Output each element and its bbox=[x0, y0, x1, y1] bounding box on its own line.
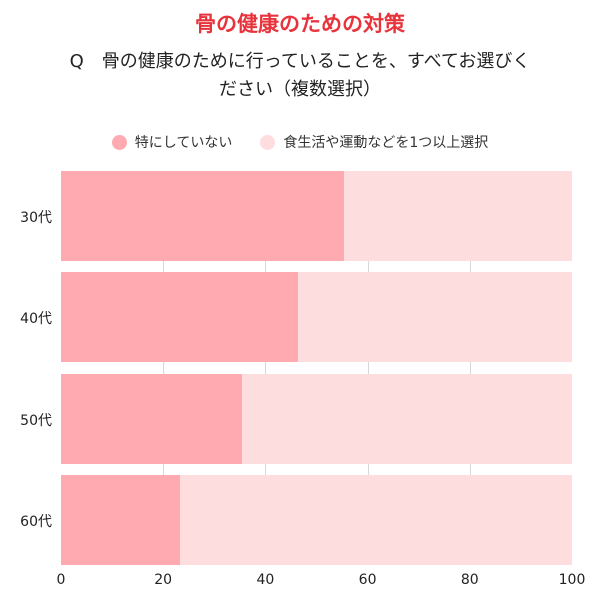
gridline bbox=[265, 171, 266, 565]
bar-row bbox=[61, 374, 572, 464]
question-text: Q 骨の健康のために行っていることを、すべてお選びく ださい（複数選択） bbox=[30, 48, 570, 104]
bar-segment-selected bbox=[241, 374, 572, 464]
bar-row bbox=[61, 171, 572, 261]
bar-row bbox=[61, 272, 572, 362]
bar-segment-selected bbox=[180, 475, 572, 565]
legend-dot-icon bbox=[111, 134, 127, 150]
legend-dot-icon bbox=[260, 134, 276, 150]
x-axis-tick-label: 40 bbox=[256, 572, 275, 588]
plot-area bbox=[61, 171, 572, 565]
chart-title: 骨の健康のための対策 bbox=[195, 12, 405, 36]
y-axis-label: 50代 bbox=[20, 413, 52, 429]
x-axis-tick-label: 100 bbox=[558, 572, 586, 588]
bar-segment-none bbox=[61, 171, 345, 261]
bar-segment-selected bbox=[344, 171, 572, 261]
bar-row bbox=[61, 475, 572, 565]
gridline bbox=[470, 171, 471, 565]
legend-label: 食生活や運動などを1つ以上選択 bbox=[283, 135, 489, 151]
legend: 特にしていない 食生活や運動などを1つ以上選択 bbox=[0, 132, 600, 152]
y-axis-label: 40代 bbox=[20, 311, 52, 327]
x-axis-tick-label: 20 bbox=[154, 572, 173, 588]
gridline bbox=[368, 171, 369, 565]
gridline bbox=[163, 171, 164, 565]
bar-segment-none bbox=[61, 475, 181, 565]
legend-item-none: 特にしていない bbox=[111, 132, 233, 152]
y-axis-label: 60代 bbox=[20, 514, 52, 530]
question-line-2: ださい（複数選択） bbox=[219, 79, 381, 100]
question-line-1: Q 骨の健康のために行っていることを、すべてお選びく bbox=[69, 51, 531, 72]
x-axis-tick-label: 0 bbox=[56, 572, 66, 588]
bar-segment-none bbox=[61, 374, 242, 464]
bar-segment-none bbox=[61, 272, 299, 362]
x-axis-tick-label: 60 bbox=[358, 572, 377, 588]
legend-item-selected: 食生活や運動などを1つ以上選択 bbox=[260, 132, 488, 152]
y-axis-label: 30代 bbox=[20, 210, 52, 226]
bar-segment-selected bbox=[298, 272, 572, 362]
legend-label: 特にしていない bbox=[134, 135, 233, 151]
x-axis-tick-label: 80 bbox=[460, 572, 479, 588]
